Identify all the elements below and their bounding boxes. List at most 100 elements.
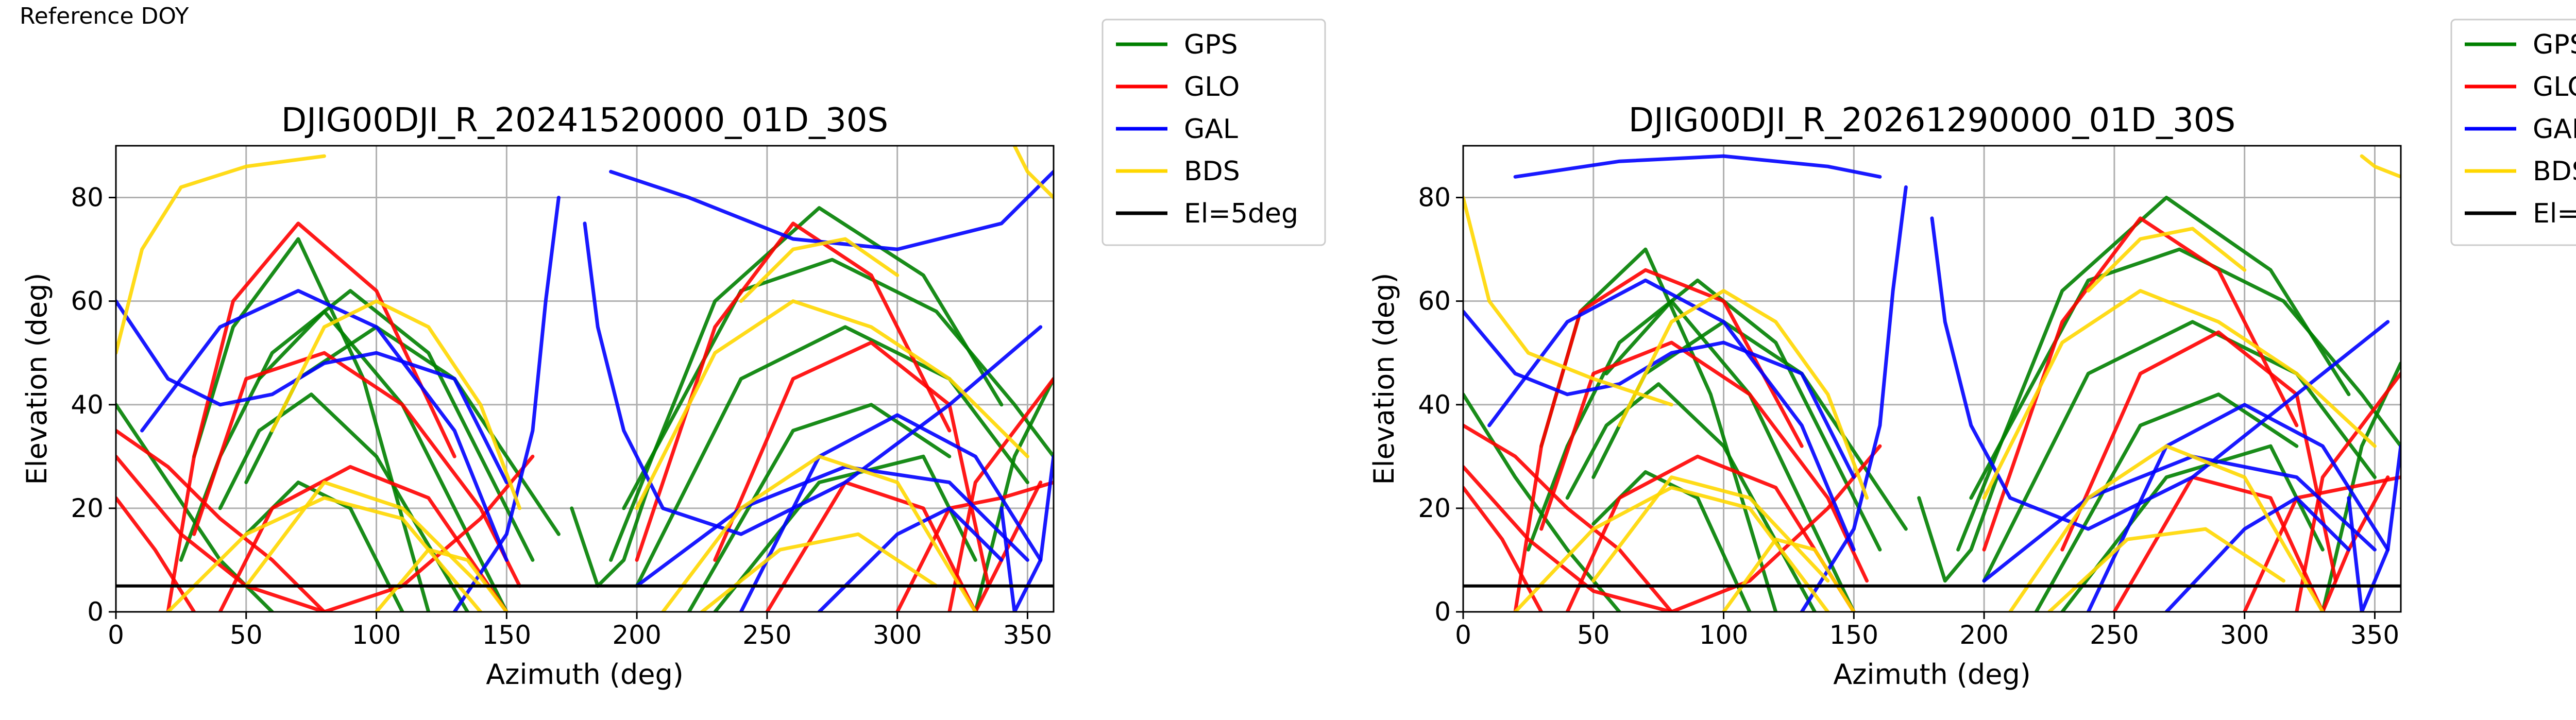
series-glo-pass [1463,423,1673,612]
series-glo-pass [192,351,522,588]
series-glo-pass [2243,475,2401,612]
series-gps-pass [1604,299,1856,612]
series-glo-pass [947,377,1054,612]
x-tick-label: 50 [230,620,263,650]
series-gal-pass [2347,444,2401,612]
series-glo-pass [2295,371,2401,612]
series-bds-pass [739,237,900,303]
x-axis-label: Azimuth (deg) [1833,658,2031,691]
y-tick-label: 60 [1418,286,1451,316]
series-gps-pass [1565,382,1817,612]
series-gps-pass [218,392,469,612]
chart-title: DJIG00DJI_R_20241520000_01D_30S [281,101,888,140]
chart-panel-1: 0 50 100 150 200 250 300 350 0 20 40 60 80 DJIG00DJI_… [21,19,1326,691]
series-gps-pass [687,403,952,612]
y-tick-label: 60 [71,286,104,316]
y-axis-label: Elevation (deg) [21,273,53,485]
x-tick-label: 250 [742,620,791,650]
series-gal-pass [1513,154,1882,179]
x-tick-label: 200 [612,620,661,650]
series-glo-pass [2060,330,2338,583]
legend-label: GAL [1184,114,1238,145]
x-tick-label: 300 [2220,620,2269,650]
series-gal-pass [609,169,1054,251]
series-gal-pass [2086,403,2390,612]
y-tick-label: 80 [1418,183,1451,213]
legend: GPS GLO GAL BDS El=5deg [1101,19,1326,246]
y-tick-label: 0 [87,597,104,627]
series-gal-pass [817,506,1004,612]
x-tick-label: 0 [108,620,124,650]
series-gal-pass [452,196,561,612]
legend-box [1101,19,1326,246]
plot-area [116,146,1054,612]
series-bds-pass [1617,289,1869,500]
series-bds-pass [2086,227,2247,293]
series-glo-pass [166,221,456,612]
series-glo-pass [116,496,196,612]
series-gps-pass [635,325,1029,588]
series-gal-pass [1487,278,1856,552]
series-bds-pass [270,299,522,510]
y-tick-label: 80 [71,183,104,213]
series-bds-pass [635,299,1029,510]
series-glo-pass [1463,486,1544,612]
chart-title: DJIG00DJI_R_20261290000_01D_30S [1629,101,2235,140]
series-gal-pass [140,289,509,562]
y-tick-label: 20 [71,493,104,523]
plot-frame [1462,145,2402,613]
x-tick-label: 100 [1699,620,1748,650]
x-tick-label: 250 [2090,620,2139,650]
series-bds-pass [700,532,938,612]
series-gal-pass [583,221,1043,536]
x-tick-label: 200 [1959,620,2008,650]
series-glo-pass [1513,268,1804,612]
series-glo-pass [895,481,1054,612]
series-gal-pass [2164,496,2351,612]
x-tick-label: 0 [1455,620,1471,650]
series-gal-pass [739,413,1043,612]
plot-area [1463,154,2401,612]
legend-label: GLO [2533,72,2576,102]
series-bds-pass [1513,486,1830,612]
series-gps-pass [1956,196,2351,552]
x-tick-label: 300 [873,620,922,650]
series-gps-pass [1969,247,2401,500]
series-bds-pass [1982,289,2377,500]
legend-label: GPS [1184,29,1238,60]
series-glo-pass [116,428,326,612]
series-bds-pass [1012,146,1054,200]
x-tick-label: 350 [1003,620,1052,650]
series-bds-pass [1591,475,1830,583]
series-bds-pass [244,481,483,588]
series-gal-pass [1800,185,1908,612]
legend-label: BDS [1184,156,1240,187]
series-glo-pass [1539,340,1869,583]
series-glo-pass [713,340,991,588]
legend-box [2450,19,2576,246]
series-bds-pass [1722,537,1856,612]
legend-label: BDS [2533,156,2576,187]
x-tick-label: 150 [482,620,531,650]
series-bds-pass [2360,154,2401,179]
legend-label: GLO [1184,72,1240,102]
series-gps-pass [973,377,1054,612]
series-bds-pass [1463,196,1673,407]
series-gps-pass [1917,475,1999,583]
series-glo-pass [765,481,977,612]
legend-label: GPS [2533,29,2576,60]
legend-label: El=5deg [1184,198,1298,229]
figure-title: Reference DOY [20,3,189,29]
series-gps-pass [622,258,1054,510]
y-axis-label: Elevation (deg) [1368,273,1400,485]
series-gps-pass [192,237,431,612]
series-glo-pass [2112,475,2325,612]
legend: GPS GLO GAL BDS El=5deg [2450,19,2576,246]
series-bds-pass [2047,527,2285,612]
series-gps-pass [257,310,509,612]
legend-label: El=5deg [2533,198,2576,229]
plot-frame [115,145,1055,613]
series-gps-pass [1982,320,2377,583]
series-gps-pass [1526,278,1882,552]
